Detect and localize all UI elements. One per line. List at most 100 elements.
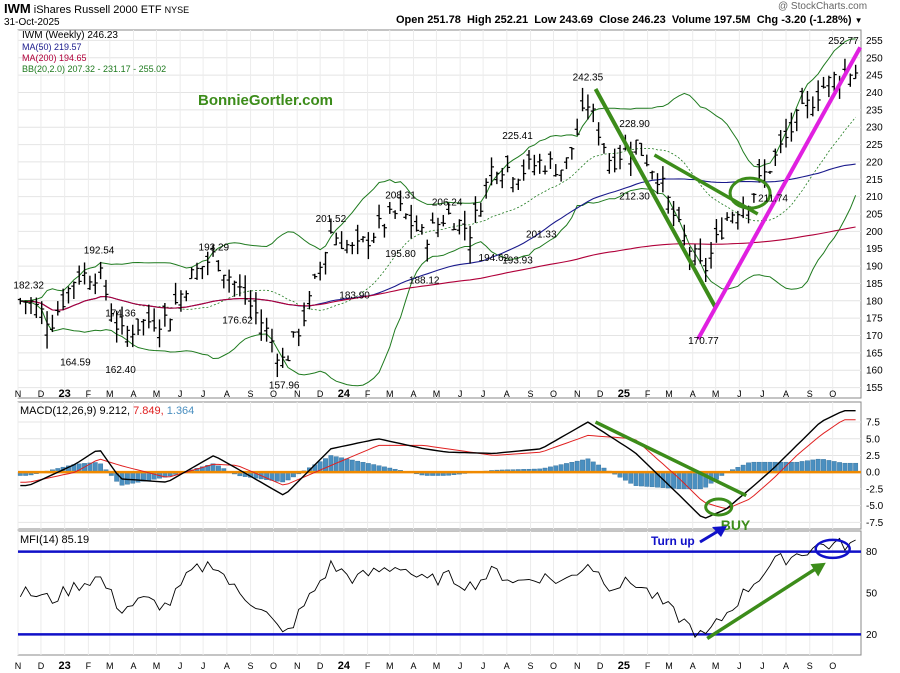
price-y-tick: 155 [866, 383, 883, 394]
price-y-tick: 210 [866, 192, 883, 203]
bottom-x-tick: J [458, 661, 463, 671]
macd-histogram-bar [692, 471, 698, 490]
bottom-x-tick: O [550, 661, 557, 671]
stockcharts-watermark: @ StockCharts.com [778, 1, 868, 12]
mfi-y-tick: 80 [866, 547, 878, 558]
price-value-label: 211.74 [758, 194, 788, 205]
green-resistance-line [653, 153, 759, 216]
price-x-tick: F [86, 389, 92, 399]
macd-histogram-bar [746, 462, 751, 473]
bottom-x-tick: A [690, 661, 696, 671]
bottom-x-tick: M [433, 661, 441, 671]
price-x-tick: 23 [59, 388, 71, 400]
macd-histogram-bar [564, 463, 569, 473]
chart-header-title: IWM iShares Russell 2000 ETF NYSE [4, 1, 189, 16]
bottom-x-tick: M [665, 661, 673, 671]
price-y-tick: 205 [866, 210, 883, 221]
price-y-tick: 220 [866, 157, 883, 168]
macd-histogram-bar [837, 462, 842, 473]
bottom-x-tick: F [645, 661, 651, 671]
macd-histogram-bar [831, 461, 837, 473]
bb-upper-line [20, 38, 856, 302]
macd-histogram-bar [92, 462, 98, 473]
macd-histogram-bar [649, 471, 655, 488]
price-y-tick: 200 [866, 227, 883, 238]
macd-signal-line [20, 419, 856, 510]
price-x-tick: J [201, 389, 206, 399]
price-x-tick: M [106, 389, 114, 399]
buy-label: BUY [721, 517, 751, 533]
macd-histogram-bar [569, 462, 575, 473]
price-x-tick: A [410, 389, 416, 399]
price-x-tick: N [294, 389, 301, 399]
bottom-x-tick: A [131, 661, 137, 671]
price-x-tick: J [760, 389, 765, 399]
price-x-tick: 24 [338, 388, 351, 400]
bottom-x-tick: A [224, 661, 230, 671]
price-value-label: 162.40 [105, 365, 136, 376]
bottom-x-tick: S [248, 661, 254, 671]
chart-date: 31-Oct-2025 [4, 17, 60, 28]
open-label: Open [396, 14, 425, 26]
turn-up-arrow-head [712, 526, 727, 537]
macd-y-tick: 2.5 [866, 451, 880, 462]
price-value-label: 212.30 [619, 192, 650, 203]
price-value-label: 193.93 [502, 255, 533, 266]
macd-histogram-bar [826, 460, 832, 473]
brand-text: BonnieGortler.com [198, 92, 333, 109]
price-y-tick: 190 [866, 262, 883, 273]
ohlc-readout: Open 251.78 High 252.21 Low 243.69 Close… [396, 14, 862, 26]
price-x-tick: A [504, 389, 510, 399]
mfi-panel [18, 537, 861, 639]
bottom-x-tick: O [270, 661, 277, 671]
bottom-x-tick: J [481, 661, 486, 671]
price-y-tick: 245 [866, 71, 883, 82]
price-value-label: 242.35 [573, 72, 604, 83]
price-x-tick: D [38, 389, 45, 399]
price-value-label: 201.52 [316, 214, 347, 225]
macd-legend-signal: 7.849, [133, 405, 167, 417]
macd-histogram-bar [574, 460, 580, 473]
macd-histogram-bar [355, 460, 361, 473]
price-x-tick: O [829, 389, 836, 399]
buy-circle [704, 497, 734, 517]
macd-histogram-bar [130, 471, 136, 484]
macd-histogram-bar [842, 462, 848, 473]
dropdown-triangle-icon[interactable]: ▼ [854, 16, 863, 25]
axes: 155 160 165 170 175 180 185 190 195 200 205 210 215 2… [15, 36, 884, 672]
macd-histogram-bar [639, 471, 644, 487]
mfi-legend: MFI(14) 85.19 [20, 534, 89, 546]
bottom-x-tick: J [737, 661, 742, 671]
macd-legend-histogram: 1.364 [167, 405, 195, 417]
macd-histogram-bar [349, 459, 355, 473]
macd-y-tick: -2.5 [866, 484, 884, 495]
bottom-x-tick: O [829, 661, 836, 671]
bottom-x-tick: J [178, 661, 183, 671]
chart-labels: 182.32 164.59 192.54 174.36 162.40 193.29 176.… [13, 30, 859, 546]
price-x-tick: D [597, 389, 604, 399]
price-x-tick: 25 [618, 388, 630, 400]
bottom-x-tick: M [712, 661, 720, 671]
panel-frames [17, 29, 862, 656]
macd-histogram-bar [681, 471, 687, 490]
bottom-x-tick: D [38, 661, 45, 671]
macd-y-tick: -5.0 [866, 501, 884, 512]
price-y-tick: 215 [866, 175, 883, 186]
macd-histogram-bar [788, 461, 794, 473]
moving-averages [20, 163, 856, 311]
mfi-y-tick: 20 [866, 630, 878, 641]
grid-lines [17, 30, 861, 655]
macd-histogram-bar [676, 471, 682, 490]
price-value-label: 192.54 [84, 245, 115, 256]
price-value-label: 157.96 [269, 380, 300, 391]
bottom-x-tick: D [597, 661, 604, 671]
low-label: Low [534, 14, 557, 26]
price-x-tick: A [690, 389, 696, 399]
macd-histogram-bar [328, 455, 334, 473]
macd-downtrend-line [594, 420, 748, 498]
low-value: 243.69 [559, 14, 593, 26]
turn-up-label: Turn up [651, 534, 695, 548]
price-value-label: 193.29 [199, 243, 230, 254]
ticker-symbol: IWM [4, 1, 31, 16]
